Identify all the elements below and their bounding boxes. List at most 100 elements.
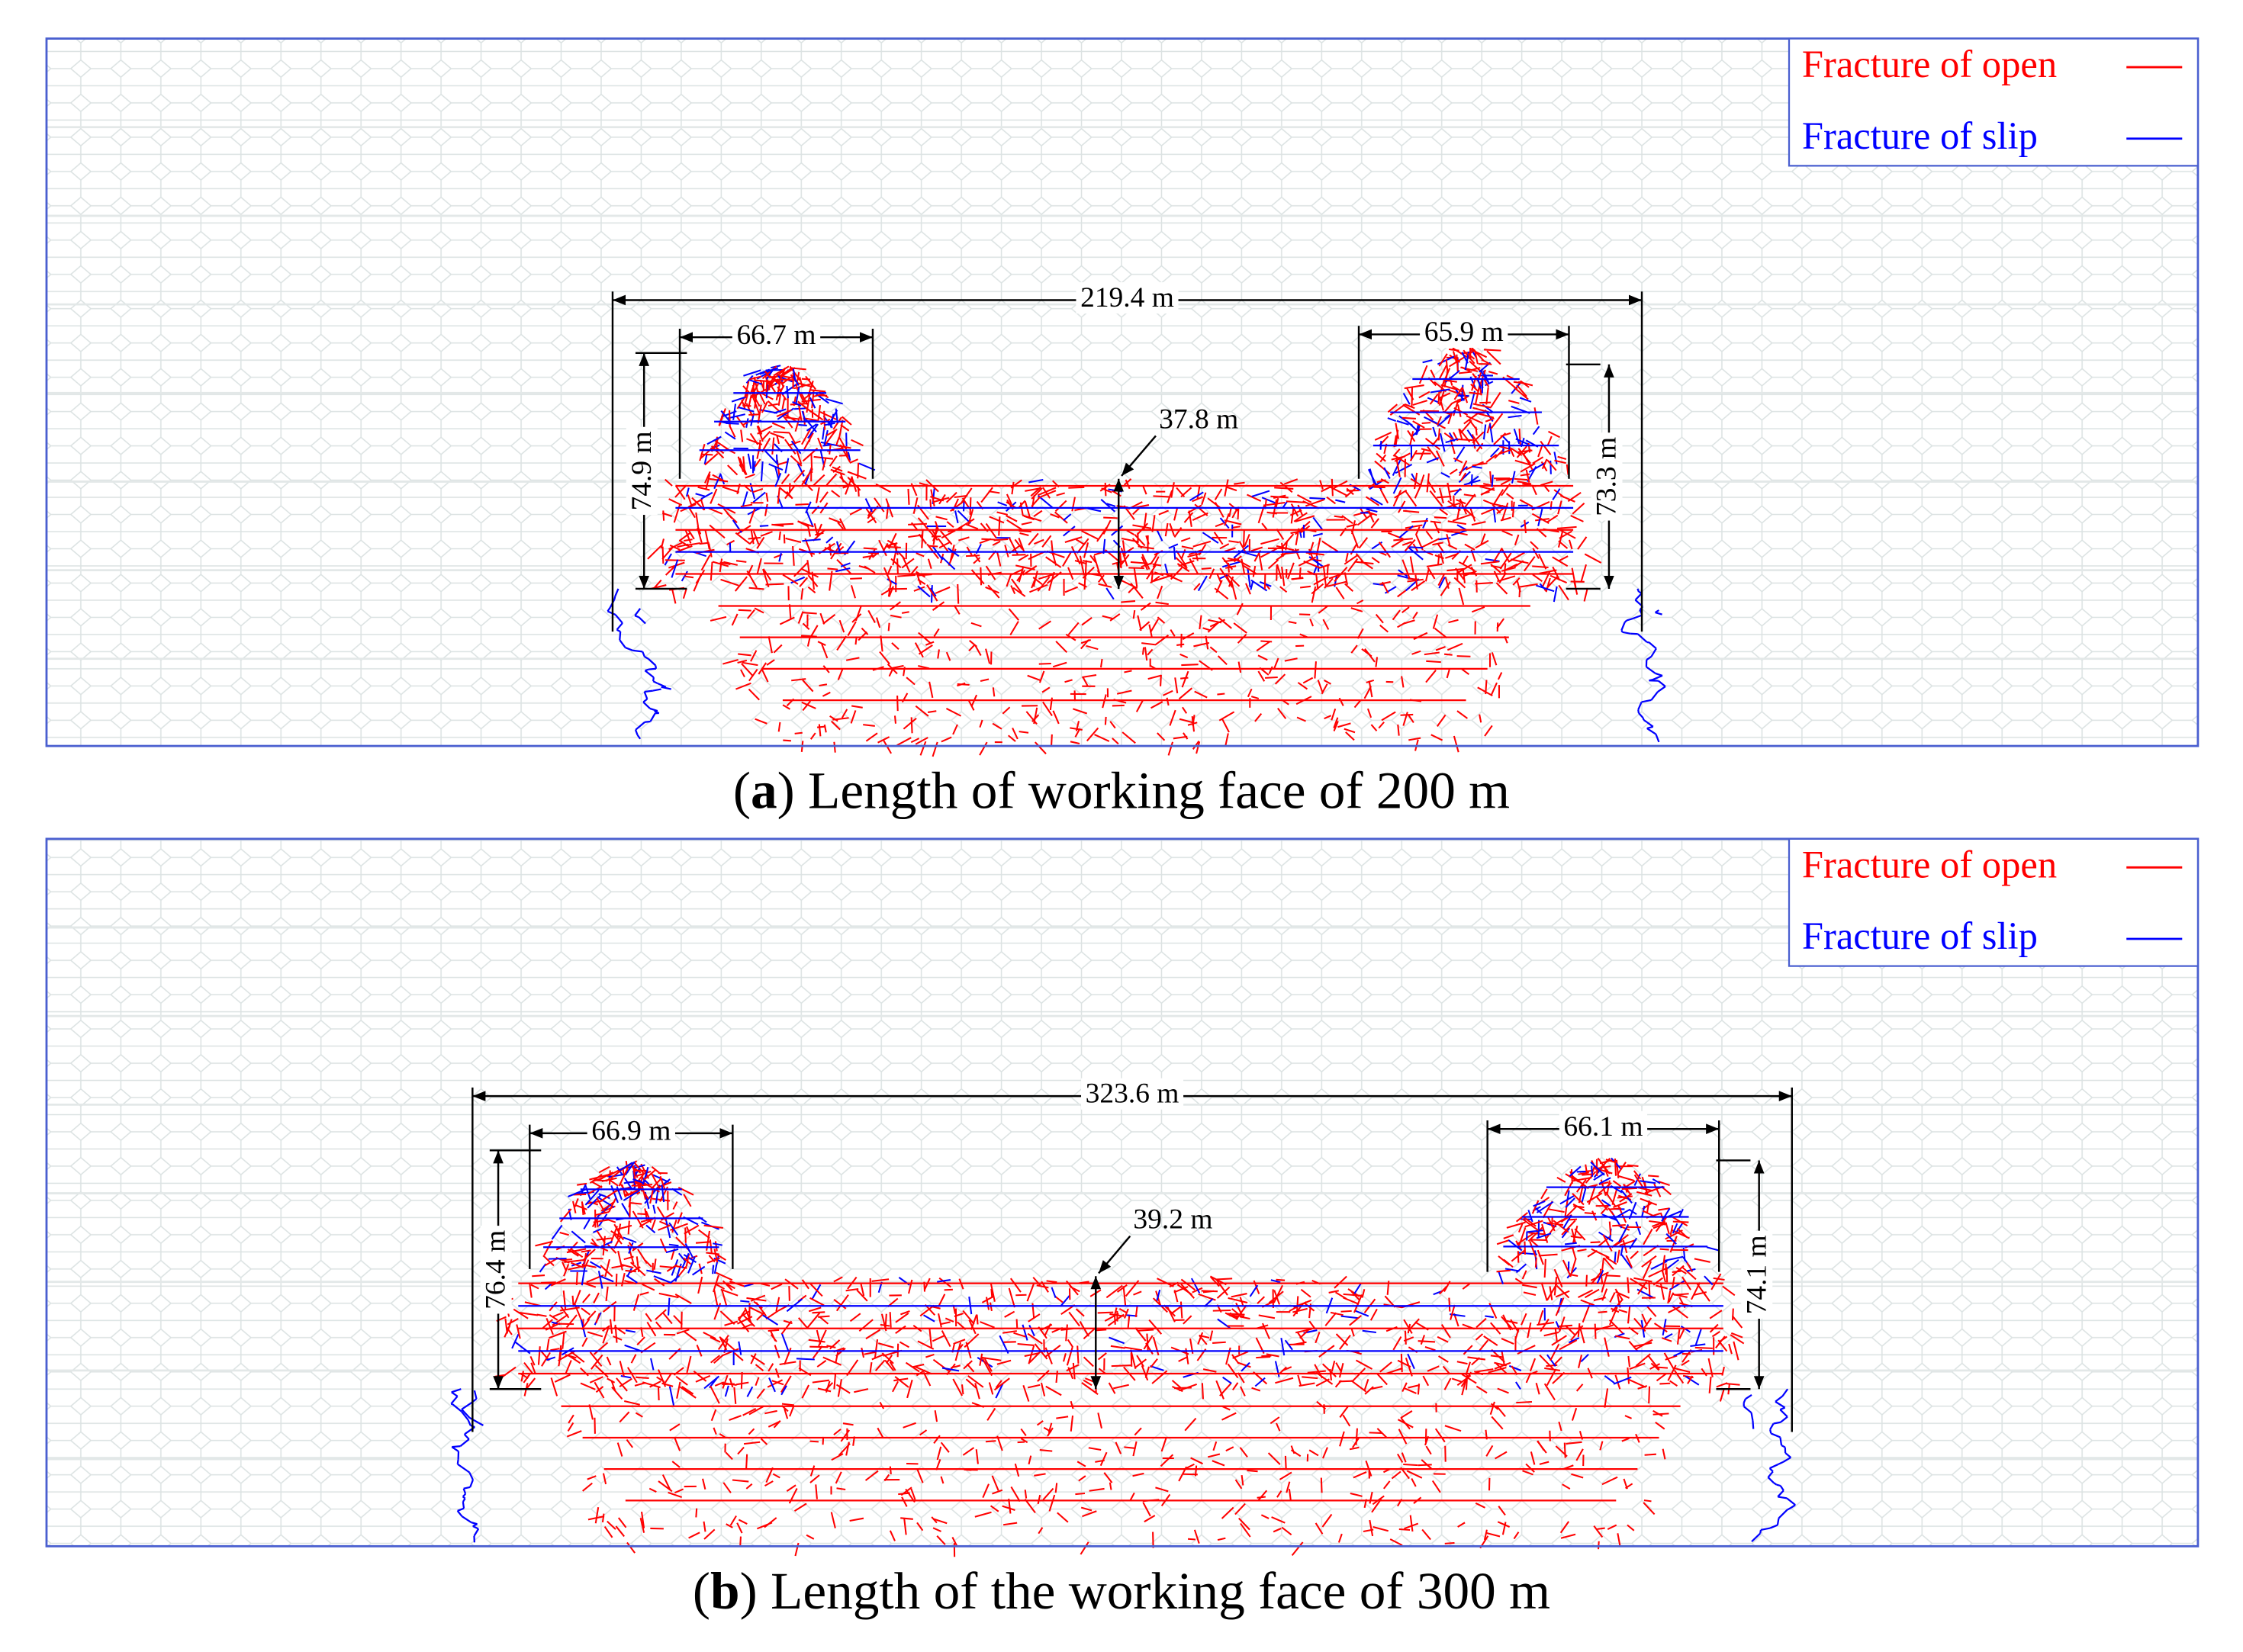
fracture [1398, 1528, 1411, 1531]
fracture [1298, 1382, 1315, 1387]
fracture [1704, 1275, 1714, 1286]
fracture [1070, 1400, 1074, 1409]
fracture [1411, 519, 1428, 523]
fracture [886, 542, 898, 547]
fracture [1613, 1201, 1627, 1208]
fracture [1391, 538, 1404, 548]
dimension-label: 39.2 m [1133, 1204, 1212, 1236]
fracture [655, 1309, 667, 1320]
fracture [1006, 515, 1018, 522]
slip-fracture [457, 1507, 465, 1512]
caption-part: ) Length of working face of 200 m [777, 761, 1510, 820]
fracture [1625, 1255, 1633, 1268]
fracture [756, 558, 762, 575]
fracture [1471, 521, 1486, 526]
fracture [837, 522, 845, 530]
fracture [799, 577, 809, 587]
fracture [1160, 1454, 1174, 1467]
fracture [1365, 496, 1380, 506]
fracture [677, 1252, 686, 1262]
fracture [981, 1356, 1002, 1361]
fracture [1617, 1175, 1635, 1181]
fracture [738, 1341, 742, 1355]
slip-fracture [635, 721, 645, 731]
slip-fracture [451, 1446, 459, 1452]
fracture [1002, 706, 1011, 715]
slip-fracture [473, 1528, 480, 1537]
fracture [1276, 564, 1282, 580]
fracture [1519, 499, 1533, 508]
fracture [1405, 387, 1414, 400]
fracture [1469, 360, 1482, 373]
fracture [819, 411, 838, 421]
fracture [575, 1271, 578, 1285]
fracture [860, 1284, 865, 1297]
fracture [1585, 1164, 1588, 1175]
fracture [793, 1503, 807, 1512]
fracture [1459, 419, 1472, 435]
fracture [626, 1367, 638, 1384]
fracture [1010, 1486, 1021, 1503]
fracture [1434, 627, 1447, 639]
fracture [1202, 532, 1219, 544]
fracture [833, 741, 836, 753]
fracture [1260, 538, 1279, 545]
fracture [757, 425, 763, 435]
fracture [544, 1258, 558, 1267]
fracture [938, 493, 946, 505]
fracture [1215, 522, 1224, 528]
fracture [816, 725, 825, 728]
fracture [815, 532, 824, 536]
fracture [684, 1227, 687, 1243]
fracture [1664, 1255, 1684, 1262]
fracture [1217, 1537, 1226, 1541]
fracture [1419, 449, 1425, 461]
caption-part: ( [733, 761, 751, 820]
slip-fracture [1622, 631, 1631, 635]
fracture [1407, 546, 1424, 561]
fracture [747, 609, 755, 619]
fracture [992, 687, 996, 697]
fracture [1585, 1171, 1597, 1184]
fracture [760, 531, 773, 537]
fracture [963, 1360, 973, 1370]
fracture [625, 1329, 636, 1333]
fracture [1028, 532, 1039, 546]
fracture [1375, 613, 1384, 624]
fracture [1097, 1413, 1102, 1429]
slip-fracture [649, 712, 656, 722]
fracture [1361, 648, 1373, 657]
fracture [739, 458, 748, 476]
fracture [1150, 701, 1163, 709]
fracture [1434, 516, 1447, 519]
fracture [831, 1453, 844, 1461]
fracture [784, 439, 796, 455]
slip-fracture [1626, 618, 1633, 622]
fracture [554, 1374, 571, 1383]
fracture [1445, 358, 1449, 374]
fracture [835, 408, 838, 423]
fracture [988, 1382, 994, 1395]
fracture [1554, 1327, 1558, 1342]
fracture [1178, 1356, 1188, 1362]
fracture [832, 717, 849, 721]
fracture [1533, 1200, 1546, 1207]
fracture [1210, 1276, 1220, 1287]
fracture [1598, 1177, 1611, 1184]
fracture [1133, 1290, 1142, 1296]
fracture [790, 455, 803, 467]
fracture [642, 1283, 655, 1291]
fracture [567, 1354, 581, 1364]
fracture [1489, 471, 1492, 484]
slip-fracture [1770, 1432, 1781, 1438]
fracture [722, 1280, 733, 1291]
label-mask [1741, 1230, 1773, 1319]
fracture [1541, 458, 1548, 470]
fracture [1228, 1297, 1248, 1303]
fracture [1496, 1269, 1511, 1273]
fracture [798, 520, 814, 528]
fracture [695, 1508, 698, 1518]
fracture [619, 1162, 633, 1172]
fracture [1649, 1220, 1664, 1224]
fracture [1057, 1512, 1069, 1523]
